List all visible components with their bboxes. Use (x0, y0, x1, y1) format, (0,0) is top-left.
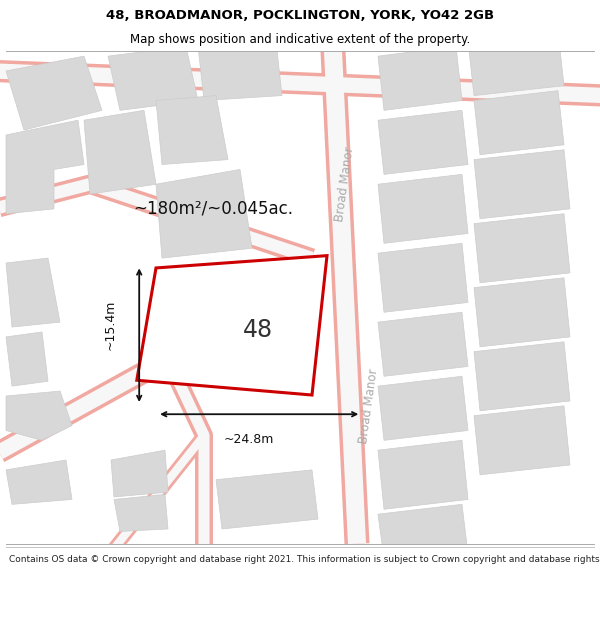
Polygon shape (6, 120, 84, 214)
Polygon shape (114, 494, 168, 531)
Text: Map shows position and indicative extent of the property.: Map shows position and indicative extent… (130, 34, 470, 46)
Polygon shape (474, 150, 570, 219)
Polygon shape (378, 441, 468, 509)
Text: ~180m²/~0.045ac.: ~180m²/~0.045ac. (133, 200, 293, 218)
Polygon shape (378, 46, 462, 111)
Polygon shape (108, 46, 198, 111)
Polygon shape (474, 91, 564, 154)
Polygon shape (378, 312, 468, 376)
Text: Broad Manor: Broad Manor (334, 146, 356, 222)
Text: Contains OS data © Crown copyright and database right 2021. This information is : Contains OS data © Crown copyright and d… (9, 555, 600, 564)
Text: ~24.8m: ~24.8m (224, 433, 274, 446)
Polygon shape (474, 406, 570, 475)
Polygon shape (474, 214, 570, 282)
Text: 48, BROADMANOR, POCKLINGTON, YORK, YO42 2GB: 48, BROADMANOR, POCKLINGTON, YORK, YO42 … (106, 9, 494, 22)
Polygon shape (6, 391, 72, 441)
Polygon shape (156, 169, 252, 258)
Polygon shape (6, 332, 48, 386)
Polygon shape (468, 31, 564, 96)
Polygon shape (378, 376, 468, 441)
Polygon shape (6, 56, 102, 130)
Polygon shape (111, 450, 168, 497)
Text: ~15.4m: ~15.4m (104, 299, 117, 350)
Polygon shape (378, 111, 468, 174)
Text: Broad Manor: Broad Manor (358, 368, 380, 444)
Text: 48: 48 (243, 318, 273, 341)
Polygon shape (198, 41, 282, 101)
Polygon shape (216, 470, 318, 529)
Polygon shape (156, 96, 228, 164)
Polygon shape (474, 278, 570, 347)
Polygon shape (378, 243, 468, 312)
Polygon shape (378, 174, 468, 243)
Polygon shape (137, 256, 327, 395)
Polygon shape (474, 342, 570, 411)
Polygon shape (84, 111, 156, 194)
Polygon shape (6, 258, 60, 327)
Polygon shape (6, 460, 72, 504)
Polygon shape (378, 504, 468, 559)
